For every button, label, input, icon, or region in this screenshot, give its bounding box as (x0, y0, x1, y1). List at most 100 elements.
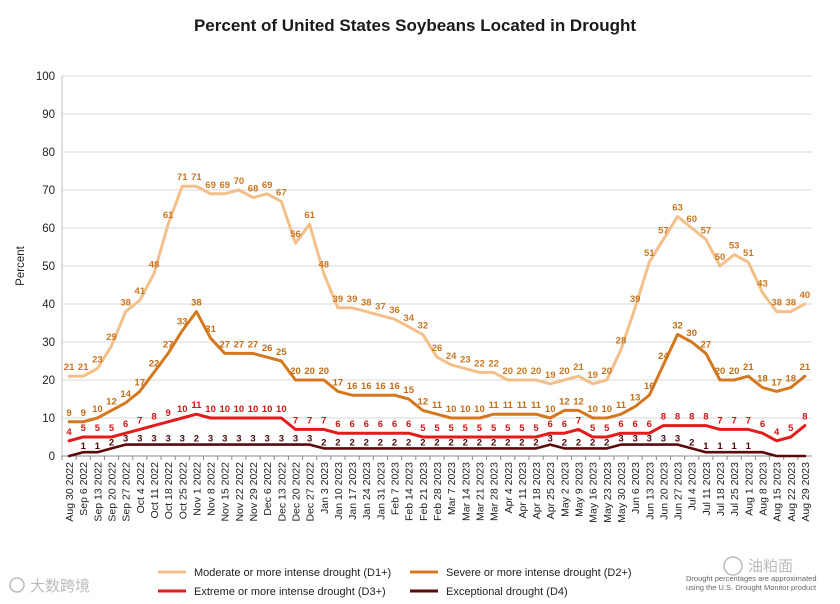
data-label-s4: 3 (137, 434, 142, 445)
data-label-s2: 11 (489, 400, 500, 411)
y-tick-60: 60 (42, 223, 55, 235)
data-label-s1: 32 (418, 320, 429, 331)
data-label-s3: 5 (533, 423, 539, 434)
data-label-s2: 20 (715, 366, 726, 377)
data-label-s3: 5 (81, 423, 87, 434)
data-label-s1: 19 (587, 370, 598, 381)
data-label-s4: 3 (208, 434, 213, 445)
data-label-s3: 10 (234, 404, 245, 415)
data-label-s4: 2 (109, 437, 114, 448)
x-tick-label: May 30 2023 (616, 462, 628, 523)
data-label-s4: 2 (406, 437, 411, 448)
data-label-s3: 8 (675, 412, 680, 423)
data-label-s2: 10 (545, 404, 556, 415)
watermark-left-text: 大数跨境 (30, 577, 90, 595)
data-label-s3: 5 (95, 423, 101, 434)
x-tick-label: May 2 2023 (559, 462, 571, 517)
data-label-s4: 3 (675, 434, 680, 445)
data-label-s3: 7 (576, 415, 581, 426)
data-label-s3: 5 (519, 423, 525, 434)
data-label-s2: 11 (531, 400, 542, 411)
data-label-s3: 4 (774, 427, 780, 438)
y-tick-70: 70 (42, 185, 55, 197)
data-label-s3: 5 (590, 423, 596, 434)
x-tick-label: Mar 28 2023 (489, 462, 501, 521)
gridlines (61, 75, 812, 457)
data-label-s1: 53 (729, 241, 740, 252)
data-label-s3: 10 (262, 404, 273, 415)
data-label-s3: 4 (66, 427, 72, 438)
data-label-s3: 8 (689, 412, 694, 423)
data-label-s3: 9 (165, 408, 170, 419)
series-line-3 (67, 412, 807, 443)
x-tick-label: Aug 8 2023 (757, 462, 769, 516)
data-label-s1: 20 (559, 366, 570, 377)
data-label-s1: 23 (460, 355, 471, 366)
x-tick-label: Dec 27 2022 (305, 462, 317, 522)
x-tick-label: Sep 27 2022 (121, 462, 133, 522)
data-label-s1: 29 (106, 332, 117, 343)
data-label-s1: 39 (347, 294, 358, 305)
y-tick-50: 50 (42, 261, 55, 273)
data-label-s1: 26 (432, 343, 443, 354)
x-tick-label: Jul 25 2023 (729, 462, 741, 516)
data-label-s1: 20 (531, 366, 542, 377)
data-label-s1: 21 (78, 362, 89, 373)
chart-title: Percent of United States Soybeans Locate… (194, 16, 636, 35)
x-tick-label: Jan 3 2023 (319, 462, 331, 514)
data-label-s2: 16 (347, 381, 358, 392)
data-label-s2: 17 (135, 377, 146, 388)
data-label-s4: 2 (604, 437, 609, 448)
data-label-s2: 11 (432, 400, 443, 411)
data-label-s1: 22 (474, 358, 485, 369)
data-label-s2: 27 (701, 339, 712, 350)
data-label-s3: 11 (191, 400, 202, 411)
data-label-s3: 8 (703, 412, 708, 423)
data-label-s1: 37 (375, 301, 386, 312)
x-tick-label: Apr 25 2023 (545, 462, 557, 519)
data-label-s2: 10 (460, 404, 471, 415)
data-label-s3: 6 (562, 419, 567, 430)
data-label-s1: 19 (545, 370, 556, 381)
data-label-s2: 17 (333, 377, 344, 388)
data-label-s1: 60 (686, 214, 697, 225)
data-label-s1: 69 (262, 180, 273, 191)
x-tick-label: Nov 8 2022 (206, 462, 218, 516)
data-label-s2: 20 (290, 366, 301, 377)
data-label-s2: 38 (191, 298, 202, 309)
data-label-s1: 40 (800, 290, 811, 301)
watermark-left: 大数跨境 (9, 577, 90, 595)
data-label-s2: 20 (729, 366, 740, 377)
data-label-s2: 27 (248, 339, 259, 350)
data-label-s3: 7 (137, 415, 142, 426)
data-label-s2: 16 (375, 381, 386, 392)
data-label-s3: 8 (151, 412, 156, 423)
data-label-s1: 57 (658, 225, 669, 236)
data-label-s2: 12 (418, 396, 429, 407)
y-tick-10: 10 (42, 413, 55, 425)
data-label-s4: 3 (307, 434, 312, 445)
data-label-s1: 51 (644, 248, 655, 259)
data-label-s4: 3 (180, 434, 185, 445)
data-label-s1: 69 (205, 180, 216, 191)
data-label-s3: 7 (293, 415, 298, 426)
watermark-right-text: 油粕面 (748, 558, 793, 575)
x-tick-label: Jan 17 2023 (347, 462, 359, 520)
data-label-s1: 41 (135, 286, 146, 297)
data-label-s4: 2 (434, 437, 439, 448)
wechat-icon (723, 556, 743, 576)
x-tick-label: Feb 7 2023 (390, 462, 402, 515)
data-label-s3: 10 (177, 404, 188, 415)
data-label-s3: 10 (205, 404, 216, 415)
data-label-s4: 3 (151, 434, 156, 445)
data-label-s1: 68 (248, 184, 259, 195)
data-label-s1: 48 (149, 260, 160, 271)
x-tick-label: Jun 13 2023 (644, 462, 656, 520)
data-label-s2: 12 (559, 396, 570, 407)
x-tick-label: Apr 11 2023 (517, 462, 529, 519)
data-label-s3: 7 (732, 415, 737, 426)
x-axis-ticks: Aug 30 2022 Sep 6 2022 Sep 13 2022 Sep 20 2… (61, 456, 812, 523)
data-label-s3: 5 (505, 423, 511, 434)
